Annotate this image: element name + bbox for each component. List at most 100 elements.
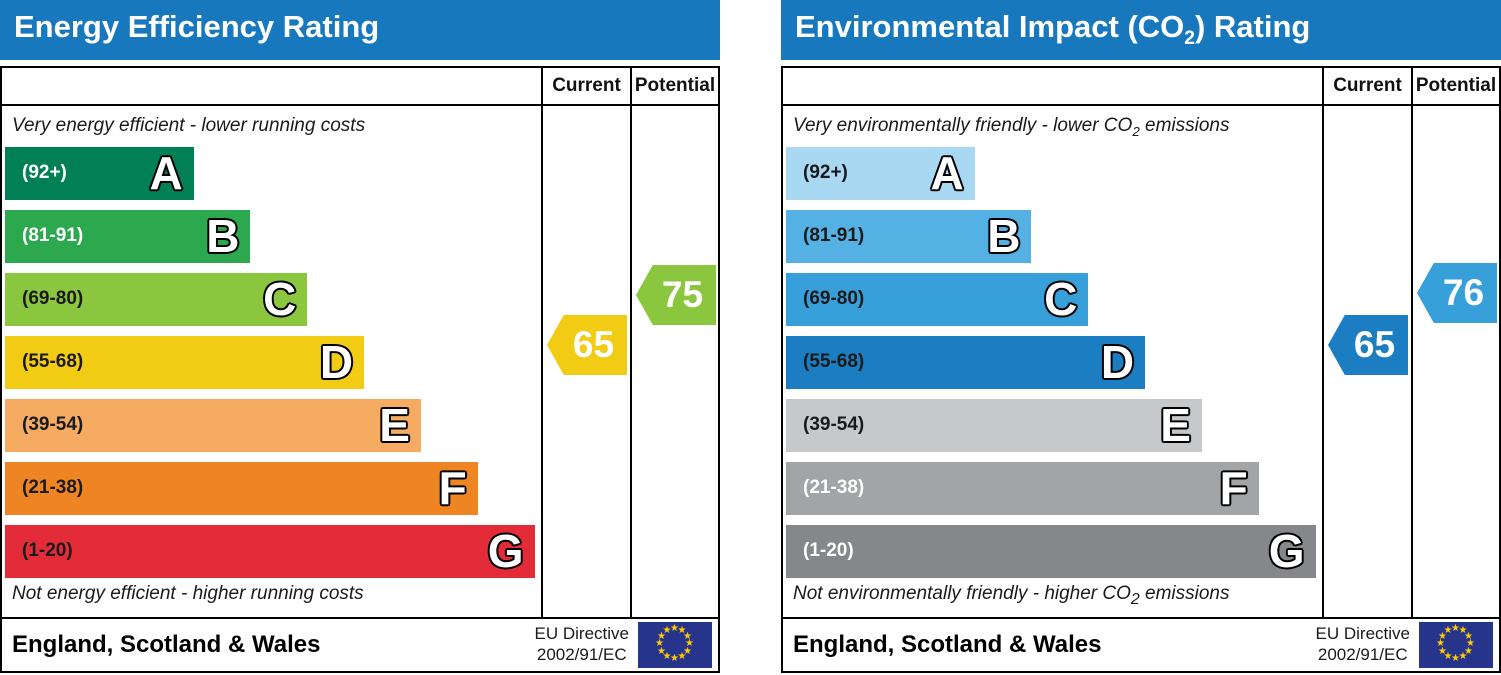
- band-range-label: (39-54): [803, 414, 865, 436]
- current-value: 65: [572, 324, 615, 365]
- band-e: (39-54) E: [5, 398, 421, 452]
- eu-star-icon: ★: [1458, 625, 1468, 636]
- band-letter: G: [1268, 525, 1305, 578]
- eu-star-icon: ★: [662, 625, 672, 636]
- eu-star-icon: ★: [677, 625, 687, 636]
- eu-star-icon: ★: [682, 630, 692, 642]
- header-blank-cell: [783, 68, 1322, 106]
- rating-table: Current Potential Very energy efficient …: [0, 66, 720, 673]
- co2-title-bar: Environmental Impact (CO2) Rating: [781, 0, 1501, 60]
- band-letter: E: [1160, 399, 1191, 452]
- band-d: (55-68) D: [5, 335, 365, 389]
- band-letter: E: [379, 399, 410, 452]
- band-range-label: (21-38): [22, 477, 84, 499]
- current-column: 65: [1322, 106, 1411, 617]
- ratings-scale: Very environmentally friendly - lower CO…: [783, 106, 1322, 617]
- energy-title-bar: Energy Efficiency Rating: [0, 0, 720, 60]
- band-a: (92+) A: [786, 146, 975, 200]
- band-d: (55-68) D: [786, 335, 1146, 389]
- eu-star-icon: ★: [1443, 625, 1453, 636]
- current-arrow: 65: [547, 315, 627, 375]
- band-c: (69-80) C: [5, 272, 308, 326]
- potential-column-header: Potential: [630, 68, 718, 106]
- potential-value: 75: [661, 274, 704, 315]
- top-caption: Very environmentally friendly - lower CO…: [793, 115, 1230, 139]
- band-letter: A: [149, 147, 183, 200]
- band-g: (1-20) G: [786, 524, 1316, 578]
- eu-star-icon: ★: [1451, 623, 1460, 634]
- band-b: (81-91) B: [786, 209, 1032, 263]
- eu-star-icon: ★: [670, 623, 679, 634]
- band-letter: B: [206, 210, 240, 263]
- band-letter: A: [930, 147, 964, 200]
- eu-star-icon: ★: [662, 650, 672, 662]
- current-column-header: Current: [541, 68, 630, 106]
- ratings-scale: Very energy efficient - lower running co…: [2, 106, 541, 617]
- band-range-label: (92+): [22, 162, 67, 184]
- eu-star-icon: ★: [670, 653, 679, 664]
- eu-star-icon: ★: [1438, 645, 1447, 657]
- bands: (92+) A (81-91) B (69-80) C (55-68) D (39-54) E (2…: [783, 146, 1322, 578]
- energy-efficiency-chart: Energy Efficiency Rating Current Potenti…: [0, 0, 720, 673]
- bands: (92+) A (81-91) B (69-80) C (55-68) D (39-54) E (2…: [2, 146, 541, 578]
- band-letter: D: [319, 336, 354, 389]
- band-range-label: (21-38): [803, 477, 865, 499]
- current-value: 65: [1353, 324, 1396, 365]
- eu-star-icon: ★: [657, 645, 666, 657]
- chart-footer: England, Scotland & Wales EU Directive 2…: [783, 617, 1499, 671]
- potential-arrow: 75: [636, 265, 716, 325]
- eu-star-icon: ★: [1451, 653, 1460, 664]
- band-range-label: (81-91): [22, 225, 84, 247]
- band-letter: D: [1100, 336, 1135, 389]
- eu-directive-label: EU Directive 2002/91/EC: [534, 624, 629, 664]
- eu-star-icon: ★: [1438, 630, 1447, 642]
- band-letter: B: [987, 210, 1021, 263]
- band-range-label: (1-20): [803, 540, 854, 562]
- band-a: (92+) A: [5, 146, 194, 200]
- band-range-label: (92+): [803, 162, 848, 184]
- band-range-label: (81-91): [803, 225, 865, 247]
- eu-star-icon: ★: [1466, 638, 1475, 649]
- environmental-impact-chart: Environmental Impact (CO2) Rating Curren…: [781, 0, 1501, 673]
- potential-column: 75: [630, 106, 718, 617]
- chart-title: Energy Efficiency Rating: [14, 9, 380, 45]
- band-letter: C: [263, 273, 297, 326]
- rating-table: Current Potential Very environmentally f…: [781, 66, 1501, 673]
- band-b: (81-91) B: [5, 209, 251, 263]
- eu-star-icon: ★: [1463, 645, 1473, 657]
- eu-star-icon: ★: [1458, 650, 1468, 662]
- eu-star-icon: ★: [655, 638, 664, 649]
- band-f: (21-38) F: [5, 461, 478, 515]
- band-letter: F: [1219, 462, 1248, 515]
- current-arrow: 65: [1328, 315, 1408, 375]
- band-letter: F: [438, 462, 467, 515]
- current-column-header: Current: [1322, 68, 1411, 106]
- chart-footer: England, Scotland & Wales EU Directive 2…: [2, 617, 718, 671]
- bottom-caption: Not energy efficient - higher running co…: [12, 583, 364, 605]
- chart-title: Environmental Impact (CO2) Rating: [795, 9, 1311, 50]
- band-letter: G: [487, 525, 524, 578]
- band-range-label: (1-20): [22, 540, 73, 562]
- region-label: England, Scotland & Wales: [12, 631, 321, 658]
- eu-star-icon: ★: [677, 650, 687, 662]
- band-f: (21-38) F: [786, 461, 1259, 515]
- eu-star-icon: ★: [682, 645, 692, 657]
- band-range-label: (55-68): [22, 351, 84, 373]
- region-label: England, Scotland & Wales: [793, 631, 1102, 658]
- band-range-label: (69-80): [22, 288, 84, 310]
- top-caption: Very energy efficient - lower running co…: [12, 115, 366, 136]
- eu-star-icon: ★: [1443, 650, 1453, 662]
- band-range-label: (39-54): [22, 414, 84, 436]
- eu-star-icon: ★: [1463, 630, 1473, 642]
- current-column: 65: [541, 106, 630, 617]
- header-blank-cell: [2, 68, 541, 106]
- potential-arrow: 76: [1417, 263, 1497, 323]
- eu-star-icon: ★: [685, 638, 694, 649]
- bottom-caption: Not environmentally friendly - higher CO…: [793, 583, 1230, 608]
- potential-value: 76: [1442, 272, 1485, 313]
- band-g: (1-20) G: [5, 524, 535, 578]
- eu-flag-icon: ★ ★ ★ ★ ★ ★ ★ ★ ★ ★ ★ ★: [1419, 622, 1493, 668]
- band-range-label: (69-80): [803, 288, 865, 310]
- eu-directive-label: EU Directive 2002/91/EC: [1315, 624, 1410, 664]
